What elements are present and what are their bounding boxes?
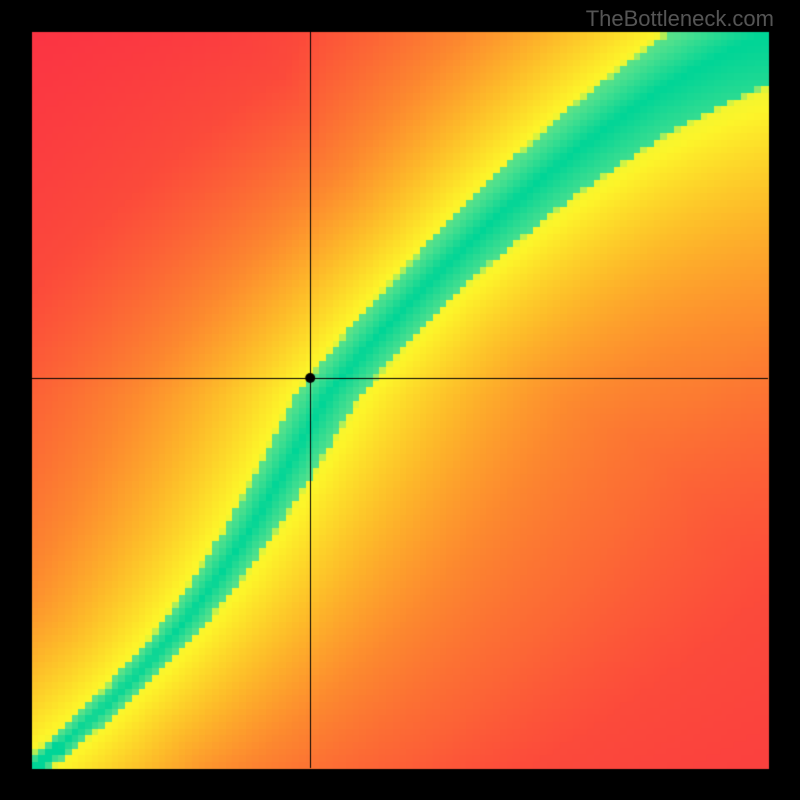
chart-container: TheBottleneck.com (0, 0, 800, 800)
watermark-text: TheBottleneck.com (586, 6, 774, 32)
bottleneck-heatmap (0, 0, 800, 800)
